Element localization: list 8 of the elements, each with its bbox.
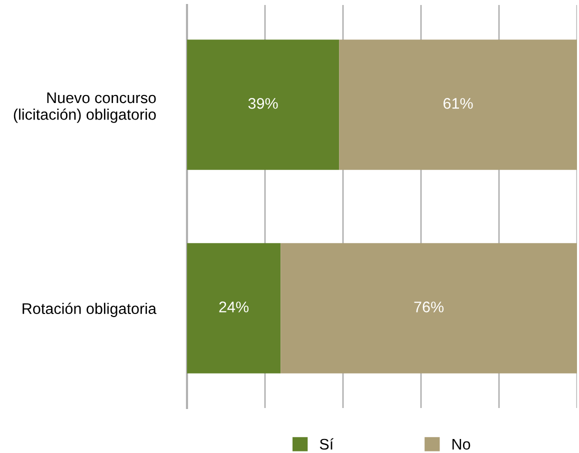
legend-label: Sí <box>320 438 334 450</box>
legend-label: No <box>452 438 470 450</box>
data-label: 61% <box>444 98 473 109</box>
data-label: 76% <box>414 302 444 312</box>
data-label: 24% <box>219 302 249 312</box>
y-tick-label: Nuevo concurso (licitación) obligatorio <box>14 92 156 123</box>
y-tick-label: Rotación obligatoria <box>22 302 156 318</box>
data-label: 39% <box>248 98 278 109</box>
